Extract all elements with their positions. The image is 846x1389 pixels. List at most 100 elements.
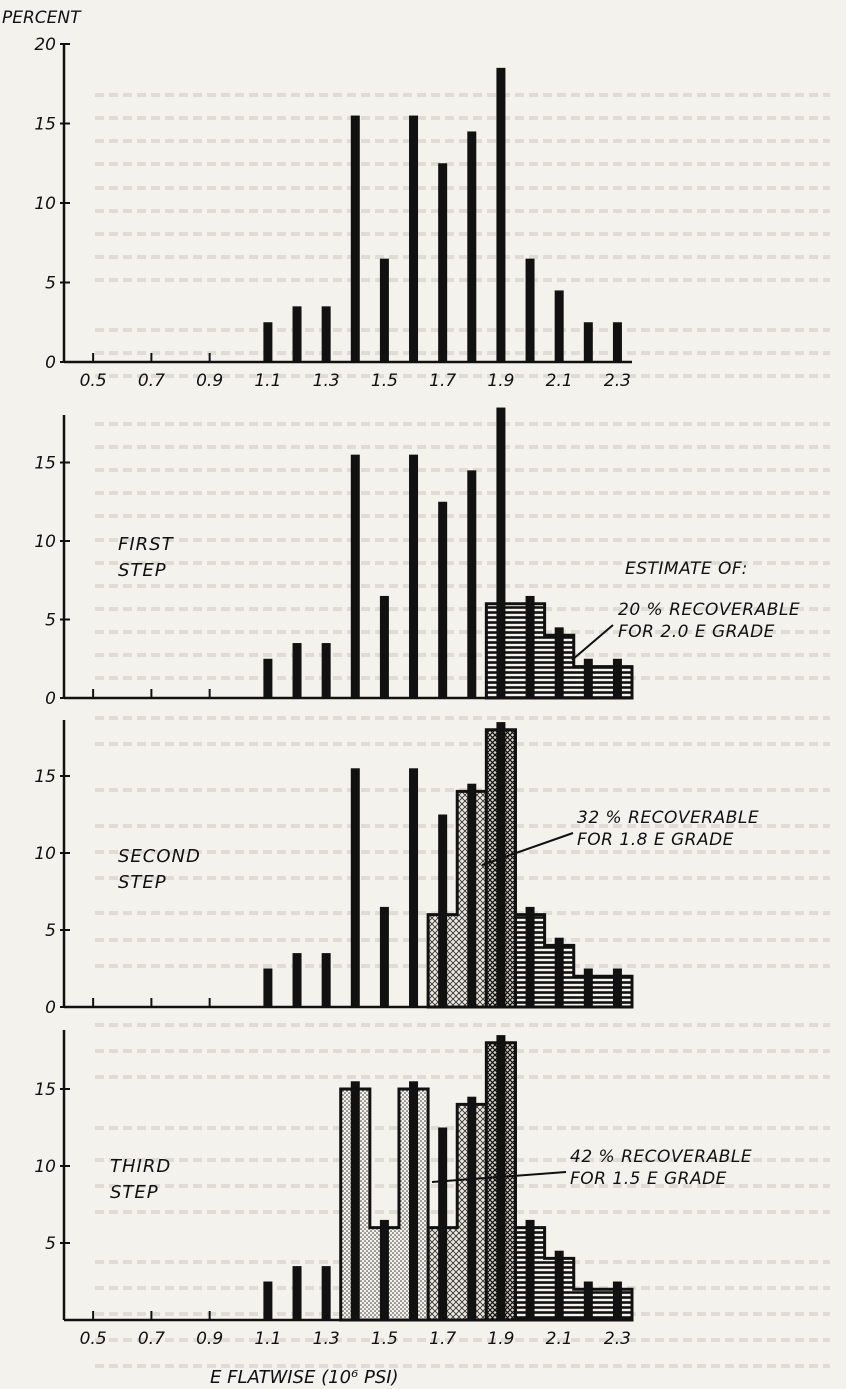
y-tick-label: 10 [34,1157,56,1177]
bar-second-2.0 [525,906,535,1007]
y-tick-label: 20 [34,35,56,55]
recoverable-annotation: FOR 2.0 E GRADE [618,622,775,642]
step-label: STEP [118,872,167,893]
y-tick-label: 0 [45,998,56,1018]
x-tick-label: 2.1 [546,371,573,391]
step-label: THIRD [110,1156,171,1177]
estimate-header: ESTIMATE OF: [625,559,748,579]
recoverable-annotation: 20 % RECOVERABLE [618,600,800,620]
bar-third-1.3 [321,1266,331,1320]
bar-original-1.9 [496,67,506,362]
bar-first-2.0 [525,595,535,698]
bar-third-1.5 [379,1219,389,1320]
x-tick-label: 1.7 [429,371,456,391]
bar-third-2.3 [612,1281,622,1320]
bar-first-1.1 [263,658,273,698]
x-axis-title: E FLATWISE (10⁶ PSI) [210,1367,399,1388]
bar-original-2.2 [583,322,593,362]
annotation-leader [481,832,574,866]
x-tick-label: 1.1 [254,1329,281,1349]
bar-original-1.4 [350,115,360,362]
bar-second-1.5 [379,906,389,1007]
bar-first-2.3 [612,658,622,698]
x-tick-label: 1.5 [371,371,398,391]
panel-third: 5 10 15 0.5 0.7 0.9 1.1 1.3 1.5 1.7 1.9 2.1 2.3 THIRD… [34,1030,752,1349]
bar-third-2.0 [525,1219,535,1320]
y-tick-label: 15 [34,767,56,787]
panel-first: 0 5 10 15 FIRST STEP ESTIMATE OF: 20 % RECOVERA… [34,407,800,709]
bar-first-1.7 [438,501,448,698]
bar-third-2.2 [583,1281,593,1320]
bar-second-1.6 [409,768,419,1007]
bar-original-1.6 [409,115,419,362]
bar-original-1.7 [438,163,448,362]
x-tick-label: 0.5 [80,371,107,391]
bar-first-2.1 [554,627,564,698]
step-label: STEP [118,560,167,581]
step-label: STEP [110,1182,159,1203]
x-tick-label: 2.3 [604,371,631,391]
y-tick-label: 5 [45,274,56,294]
bar-first-1.5 [379,595,389,698]
bar-first-1.9 [496,407,506,698]
x-tick-label: 2.1 [546,1329,573,1349]
bar-original-2.1 [554,290,564,362]
bar-first-1.6 [409,454,419,698]
bar-first-1.2 [292,643,302,698]
bar-first-1.4 [350,454,360,698]
x-tick-label: 0.9 [196,371,223,391]
bar-second-1.9 [496,722,506,1007]
axis-titles: PERCENT E FLATWISE (10⁶ PSI) [2,8,399,1388]
x-tick-label: 1.3 [313,1329,340,1349]
bar-original-1.1 [263,322,273,362]
bar-second-1.7 [438,814,448,1007]
x-tick-label: 0.7 [138,1329,165,1349]
bar-second-1.3 [321,953,331,1007]
bar-third-1.4 [350,1081,360,1320]
bar-second-2.2 [583,968,593,1007]
region-dots-third [339,1087,430,1322]
bar-third-2.1 [554,1250,564,1320]
region-cross-second [426,789,488,1009]
annotation-leader [571,624,614,661]
bar-second-1.1 [263,968,273,1007]
y-tick-label: 15 [34,454,56,474]
x-tick-label: 0.7 [138,371,165,391]
y-tick-label: 5 [45,1234,56,1254]
bar-first-1.8 [467,470,477,698]
y-tick-label: 5 [45,611,56,631]
x-tick-label: 1.9 [487,1329,514,1349]
y-tick-label: 15 [34,1080,56,1100]
y-tick-label: 5 [45,921,56,941]
bar-original-1.5 [379,258,389,362]
bar-first-2.2 [583,658,593,698]
bar-second-2.1 [554,937,564,1007]
x-tick-label: 0.5 [80,1329,107,1349]
annotation-leader [431,1171,567,1183]
x-tick-label: 1.1 [254,371,281,391]
y-tick-label: 0 [45,353,56,373]
bar-third-1.1 [263,1281,273,1320]
bar-second-1.4 [350,768,360,1007]
x-tick-label: 1.9 [487,371,514,391]
recoverable-annotation: FOR 1.5 E GRADE [570,1169,727,1189]
bar-original-1.3 [321,306,331,362]
y-tick-label: 10 [34,532,56,552]
y-axis-title: PERCENT [2,8,82,28]
x-tick-label: 0.9 [196,1329,223,1349]
x-tick-label: 1.3 [313,371,340,391]
x-tick-label: 1.5 [371,1329,398,1349]
bar-original-1.2 [292,306,302,362]
x-tick-label: 1.7 [429,1329,456,1349]
bar-second-2.3 [612,968,622,1007]
recoverable-annotation: 42 % RECOVERABLE [570,1147,752,1167]
recoverable-annotation: 32 % RECOVERABLE [577,808,759,828]
x-tick-label: 2.3 [604,1329,631,1349]
bar-third-1.6 [409,1081,419,1320]
bar-original-2.3 [612,322,622,362]
step-label: FIRST [118,534,175,555]
y-tick-label: 10 [34,844,56,864]
step-label: SECOND [118,846,201,867]
